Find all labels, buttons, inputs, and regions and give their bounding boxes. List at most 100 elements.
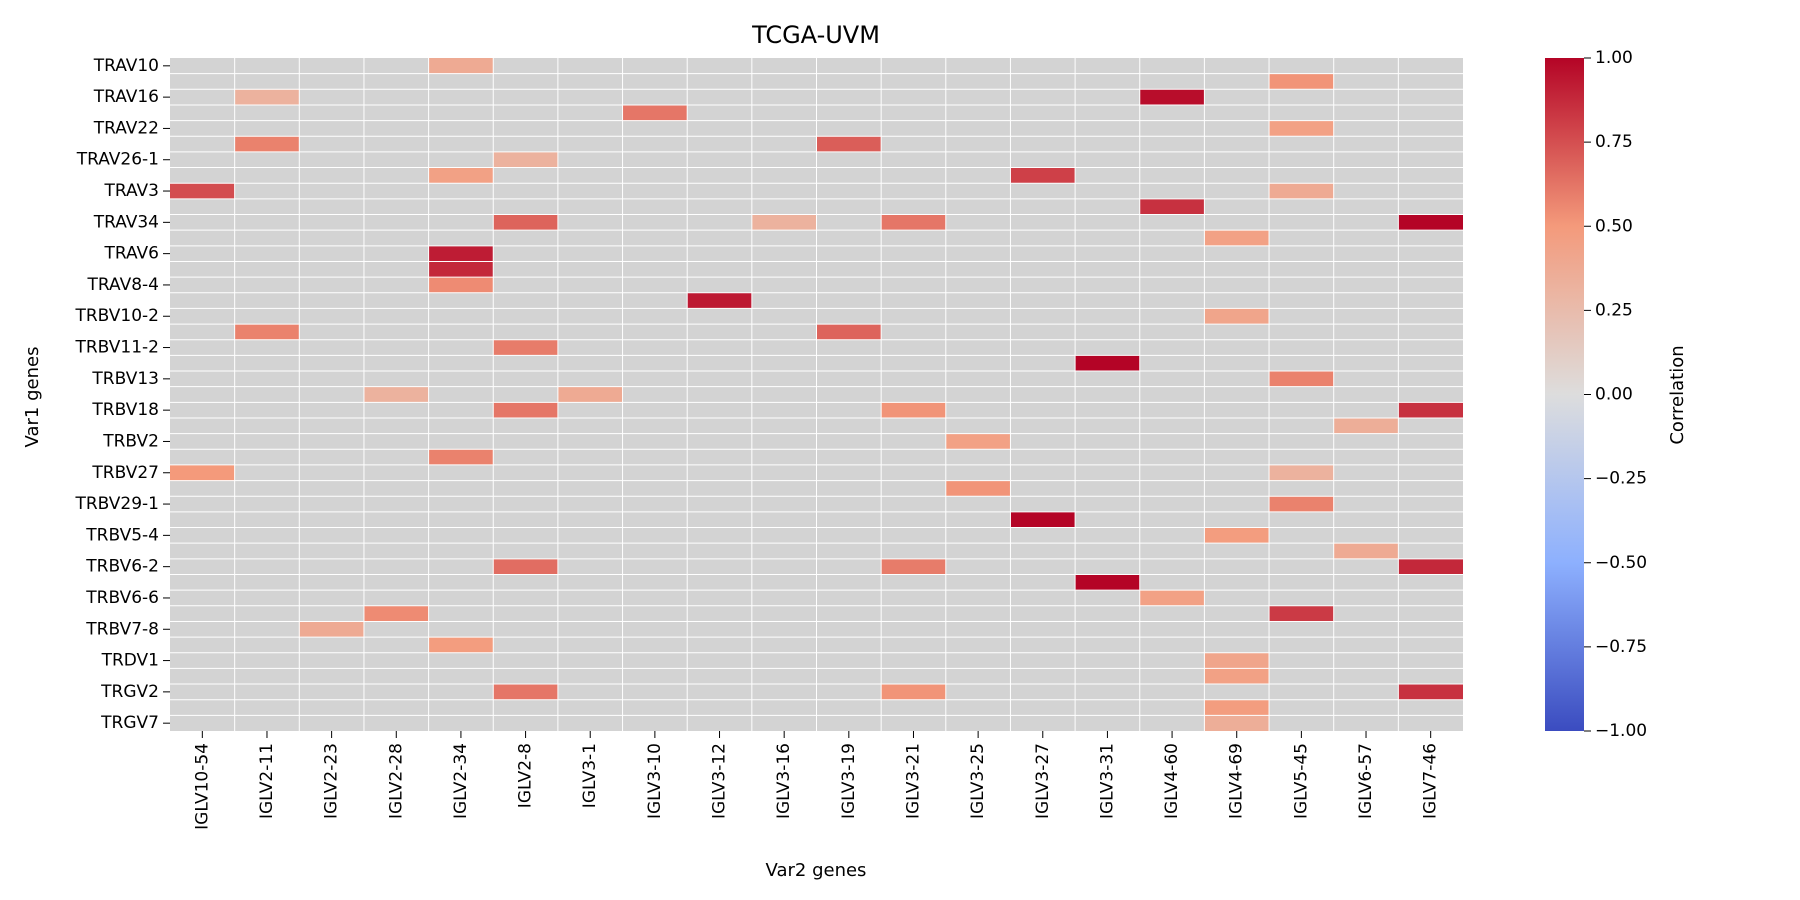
y-tick-label: TRBV10-2 — [74, 306, 159, 326]
x-tick-label: IGLV3-16 — [774, 743, 794, 819]
heatmap-cell — [816, 324, 882, 340]
colorbar-tick-label: 0.75 — [1595, 132, 1633, 152]
heatmap-cell — [1333, 417, 1399, 434]
heatmap-cell — [1398, 402, 1463, 418]
colorbar-tick-label: −1.00 — [1595, 721, 1647, 741]
heatmap-cell — [1269, 183, 1334, 199]
x-tick-label: IGLV4-60 — [1162, 743, 1182, 819]
colorbar-tick-label: 0.25 — [1595, 300, 1633, 320]
x-tick-label: IGLV3-19 — [839, 743, 859, 819]
heatmap-cell — [428, 58, 494, 74]
heatmap-cell — [687, 292, 752, 309]
heatmap-cell — [1139, 198, 1205, 215]
heatmap-cell — [170, 464, 235, 481]
x-tick-label: IGLV3-12 — [710, 743, 730, 819]
heatmap-cell — [299, 621, 364, 638]
heatmap-cell — [1269, 73, 1334, 90]
colorbar-tick-label: −0.75 — [1595, 637, 1647, 657]
heatmap-cell — [1204, 699, 1270, 716]
y-tick-label: TRBV11-2 — [74, 338, 159, 358]
colorbar-label: Correlation — [1667, 345, 1688, 444]
heatmap-cell — [881, 684, 946, 700]
heatmap-cell — [622, 104, 688, 121]
chart-title: TCGA-UVM — [751, 21, 880, 49]
x-tick-label: IGLV3-27 — [1033, 743, 1053, 819]
x-tick-label: IGLV3-25 — [968, 743, 988, 819]
heatmap-cell — [1010, 511, 1076, 528]
y-tick-label: TRGV7 — [100, 713, 159, 733]
heatmap-cell — [881, 558, 946, 575]
heatmap-cell — [428, 637, 494, 653]
heatmap-cell — [428, 245, 494, 262]
heatmap-cell — [557, 386, 623, 403]
x-tick-label: IGLV2-8 — [516, 743, 536, 808]
x-axis-ticks: IGLV10-54 IGLV2-11 IGLV2-23 IGLV2-28 IGLV2-3… — [192, 731, 1441, 830]
heatmap-cell — [234, 136, 300, 152]
colorbar-tick-label: 0.00 — [1595, 385, 1633, 405]
heatmap-cell — [1204, 668, 1270, 685]
heatmap-cell — [1269, 464, 1334, 481]
cell-gridlines — [170, 58, 1463, 731]
colorbar — [1545, 58, 1584, 731]
heatmap-cell — [1204, 652, 1270, 669]
x-tick-label: IGLV6-57 — [1356, 743, 1376, 819]
heatmap-cell — [1398, 214, 1463, 231]
heatmap-cell — [945, 480, 1011, 497]
x-tick-label: IGLV3-31 — [1097, 743, 1117, 819]
heatmap-cell — [1269, 496, 1334, 512]
y-tick-label: TRGV2 — [100, 682, 159, 702]
heatmap-cell — [1204, 308, 1270, 325]
x-tick-label: IGLV3-21 — [903, 743, 923, 819]
heatmap-cell — [493, 684, 558, 700]
y-tick-label: TRBV27 — [91, 463, 159, 483]
y-axis-ticks: TRAV10 TRAV16 TRAV22 TRAV26-1 TRAV3 TRAV34 TRA… — [74, 56, 170, 733]
y-tick-label: TRAV6 — [104, 244, 160, 264]
heatmap-cell — [1139, 89, 1205, 105]
heatmap-cell — [1269, 120, 1334, 137]
heatmap-cell — [881, 402, 946, 418]
x-tick-label: IGLV5-45 — [1291, 743, 1311, 819]
heatmap-cell — [493, 214, 558, 231]
heatmap-cell — [1075, 574, 1140, 591]
heatmap-cell — [1398, 558, 1463, 575]
heatmap-cell — [363, 386, 429, 403]
colorbar-ticks: 1.00 0.75 0.50 0.25 0.00 −0.25 −0.50 −0.75 −1.00 — [1584, 48, 1647, 741]
x-tick-label: IGLV7-46 — [1421, 743, 1441, 819]
colorbar-tick-label: −0.50 — [1595, 553, 1647, 573]
x-tick-label: IGLV2-11 — [257, 743, 277, 819]
heatmap-cell — [1269, 371, 1334, 387]
heatmap-cell — [1139, 590, 1205, 606]
heatmap-cell — [1204, 230, 1270, 246]
heatmap-cell — [234, 324, 300, 340]
y-tick-label: TRAV22 — [93, 118, 159, 138]
heatmap-cell — [493, 339, 558, 356]
x-tick-label: IGLV10-54 — [192, 743, 212, 830]
y-tick-label: TRAV16 — [93, 87, 159, 107]
heatmap-cell — [1333, 543, 1399, 559]
heatmap-cell — [1204, 527, 1270, 544]
colorbar-tick-label: 0.50 — [1595, 216, 1633, 236]
heatmap-cell — [493, 402, 558, 418]
heatmap-cell — [363, 605, 429, 622]
y-axis-label: Var1 genes — [22, 347, 43, 448]
colorbar-tick-label: 1.00 — [1595, 48, 1633, 68]
x-tick-label: IGLV3-1 — [580, 743, 600, 808]
heatmap-cell — [234, 89, 300, 105]
y-tick-label: TRBV18 — [91, 400, 159, 420]
y-tick-label: TRBV6-6 — [85, 588, 159, 608]
x-tick-label: IGLV2-28 — [386, 743, 406, 819]
colorbar-tick-label: −0.25 — [1595, 469, 1647, 489]
heatmap-cell — [170, 183, 235, 199]
heatmap-cell — [881, 214, 946, 231]
heatmap-cell — [1398, 684, 1463, 700]
x-tick-label: IGLV2-34 — [451, 743, 471, 819]
y-tick-label: TRAV10 — [93, 56, 159, 76]
y-tick-label: TRBV2 — [102, 431, 159, 451]
heatmap-cell — [1010, 167, 1076, 184]
heatmap-cell — [1204, 715, 1270, 731]
y-tick-label: TRDV1 — [101, 651, 159, 671]
y-tick-label: TRBV7-8 — [85, 619, 159, 639]
y-tick-label: TRAV34 — [93, 212, 159, 232]
y-tick-label: TRBV6-2 — [85, 557, 159, 577]
heatmap-cell — [493, 558, 558, 575]
